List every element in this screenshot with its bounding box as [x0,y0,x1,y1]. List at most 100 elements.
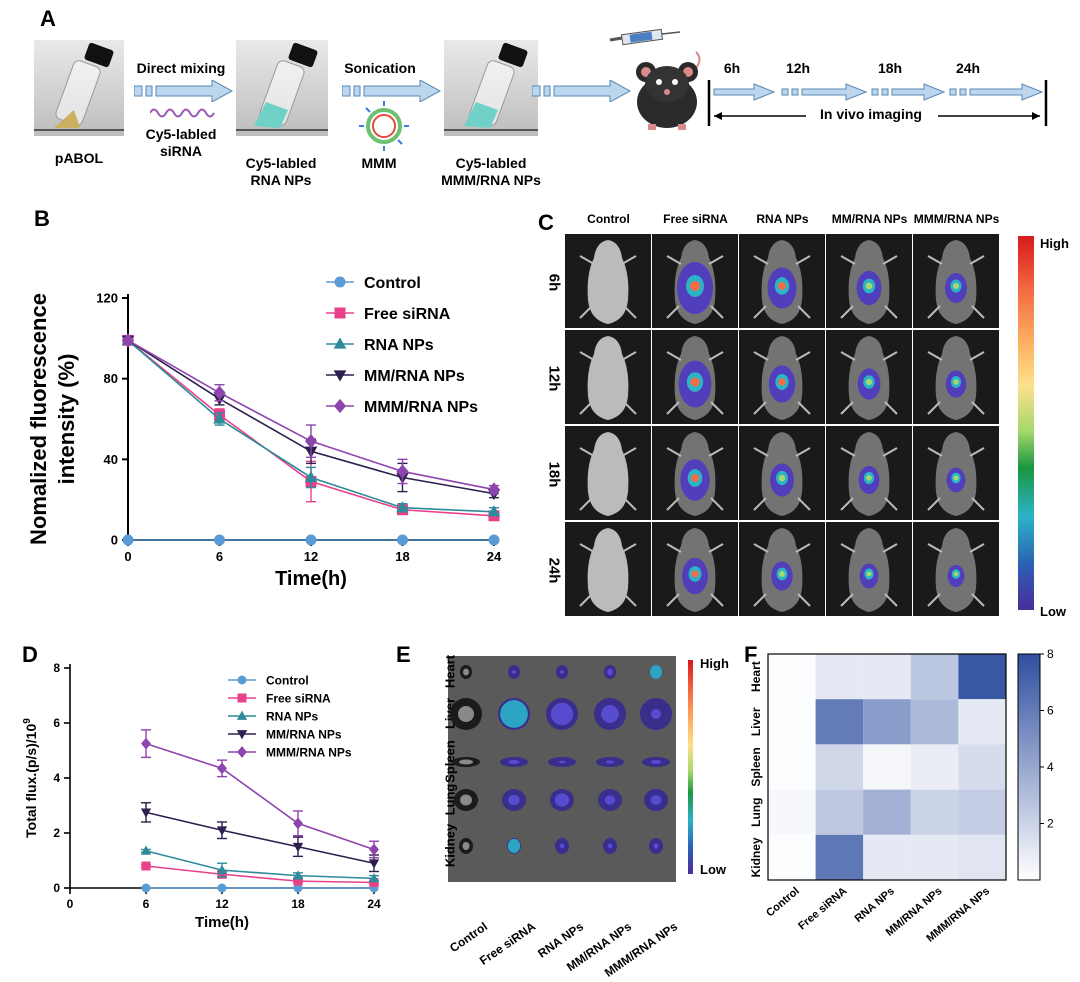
data-point-free-sirna [369,878,379,887]
heatmap-cell-spleen-free-sirna [815,744,864,790]
imaging-cell-mmm-rna-nps-12h [913,330,999,424]
organ-kidney-mmm-rna-nps [649,838,663,854]
organ-spleen-mm-rna-nps [596,757,624,767]
vial-empty-icon [34,42,124,131]
imaging-cell-control-12h [565,330,651,424]
legend-marker-rna-nps [236,710,248,720]
y-axis-title: Total flux.(p/s)/109 [22,718,39,838]
legend-marker-mm-rna-nps [236,730,248,740]
heatmap-row-label: Heart [749,661,763,692]
imaging-row-label: 18h [545,461,563,488]
heatmap-row-label: Liver [749,707,763,736]
organ-colorbar [688,660,693,874]
series-free-sirna [141,861,379,887]
x-tick-label: 12 [304,549,318,564]
imaging-cell-mm-rna-nps-24h [826,522,912,616]
organ-heart-rna-nps [556,665,568,679]
data-point-mmm-rna-nps [304,434,318,449]
imaging-column-header: RNA NPs [756,212,809,226]
mouse-silhouette-icon [753,528,811,612]
organ-kidney-free-sirna [507,838,521,854]
series-control [141,883,379,893]
data-point-rna-nps [140,845,152,855]
x-tick-label: 6 [143,897,150,911]
organ-lung-free-sirna [502,789,526,811]
sirna-wave-icon [150,108,215,118]
imaging-cell-mmm-rna-nps-6h [913,234,999,328]
imaging-scale-low: Low [1040,604,1066,619]
data-point-control [214,534,225,546]
mouse-silhouette-icon [927,336,985,420]
imaging-cell-rna-nps-12h [739,330,825,424]
heatmap-cell-kidney-rna-nps [863,834,911,880]
series-mm-rna-nps [140,802,380,873]
data-point-mm-rna-nps [368,859,380,869]
organ-kidney-mm-rna-nps [603,838,617,854]
y-tick-label: 4 [53,771,60,785]
colorbar-tick-label: 4 [1047,760,1054,774]
data-point-rna-nps [487,505,501,517]
mouse-silhouette-icon [840,240,898,324]
data-point-control [217,883,227,893]
imaging-scale-high: High [1040,236,1069,251]
time-6h: 6h [723,60,741,76]
imaging-cell-free-sirna-12h [652,330,738,424]
heatmap-cell-lung-mm-rna-nps [910,789,959,835]
heatmap-cell-heart-mm-rna-nps [910,654,959,700]
y-tick-label: 0 [111,533,118,548]
data-point-control [488,534,500,546]
mouse-silhouette-icon [666,336,724,420]
data-point-rna-nps [213,412,226,424]
mouse-silhouette-icon [840,336,898,420]
heatmap-row-label: Kidney [749,837,763,877]
legend-label-rna-nps: RNA NPs [364,337,434,354]
data-point-mm-rna-nps [292,842,304,853]
panel-label-b: B [34,206,50,231]
imaging-cell-free-sirna-24h [652,522,738,616]
legend-label-mmm-rna-nps: MMM/RNA NPs [364,399,478,416]
mmm-label: MMM [361,155,397,171]
organ-liver-rna-nps [546,698,578,730]
heatmap-cell-liver-mm-rna-nps [910,699,959,745]
data-point-control [141,883,151,893]
mouse-silhouette-icon [840,528,898,612]
organ-kidney-control [459,838,473,854]
panel-label-f: F [744,642,758,667]
heatmap-cell-lung-mmm-rna-nps [958,789,1006,835]
heatmap-cell-kidney-mmm-rna-nps [958,834,1006,880]
time-18h: 18h [877,60,903,76]
organ-spleen-rna-nps [548,757,576,767]
panel-label-d: D [22,642,38,667]
heatmap-cell-liver-rna-nps [863,699,911,745]
imaging-column-header: MM/RNA NPs [831,212,908,226]
data-point-mm-rna-nps [216,826,228,836]
heatmap-colorbar [1017,653,1041,881]
legend-label-mm-rna-nps: MM/RNA NPs [364,368,465,385]
series-control [122,534,500,546]
mouse-silhouette-icon [927,432,985,516]
organ-scale-low: Low [700,862,726,877]
organ-grid: Heart Liver Spleen Lung Kidney Control Free si… [410,650,730,980]
mouse-silhouette-icon [840,432,898,516]
vial-cyan-icon [236,42,328,131]
series-rna-nps [140,845,380,883]
panel-label-c: C [538,210,554,235]
mmm-rna-label-1: Cy5-labled [455,155,527,171]
data-point-mmm-rna-nps [487,482,501,497]
x-tick-label: 0 [124,549,131,564]
data-point-rna-nps [216,864,228,874]
series-line-mm-rna-nps [145,811,375,865]
heatmap-row-label: Spleen [749,747,763,786]
data-point-mmm-rna-nps [369,843,379,856]
series-mmm-rna-nps [141,729,379,859]
imaging-cell-control-18h [565,426,651,520]
organ-lung-control [454,789,478,811]
data-point-control [305,534,317,546]
step-direct-mixing: Direct mixing [136,60,226,76]
legend-marker-mmm-rna-nps [333,398,347,414]
time-12h: 12h [785,60,811,76]
data-point-mmm-rna-nps [217,762,227,775]
x-tick-label: 6 [216,549,223,564]
imaging-column-header: Free siRNA [663,212,728,226]
imaging-cell-mmm-rna-nps-18h [913,426,999,520]
